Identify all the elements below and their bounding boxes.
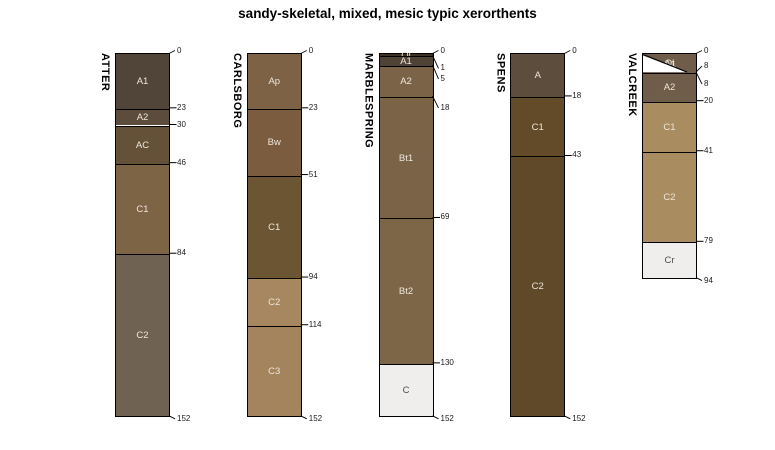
depth-tick-label: 20	[704, 95, 713, 105]
depth-tick-label: 114	[308, 319, 322, 329]
depth-tick-label: 152	[440, 413, 454, 423]
depth-tick-label: 94	[308, 272, 318, 282]
depth-tick-label: 46	[177, 157, 186, 167]
soil-horizon: C1	[116, 163, 169, 255]
depth-tick-label: 41	[704, 145, 713, 155]
depth-tick-label: 0	[440, 45, 445, 55]
soil-horizon: Bt2	[379, 218, 433, 364]
horizon-label: C1	[663, 121, 676, 133]
soil-horizon: A2	[643, 73, 696, 102]
depth-tick-label: 84	[177, 248, 186, 258]
horizon-label: C3	[268, 366, 281, 377]
horizon-label: C2	[663, 192, 676, 203]
depth-tick-label: 0	[572, 45, 577, 55]
horizon-label: C1	[268, 221, 281, 233]
horizon-label: Oi	[401, 49, 411, 61]
horizon-label: Ap	[268, 75, 281, 87]
soil-horizon: C2	[511, 156, 565, 417]
horizon-label: C	[402, 385, 410, 397]
depth-tick-label: 8	[704, 79, 709, 89]
soil-horizon: C	[379, 363, 433, 417]
horizon-label: A2	[136, 112, 149, 124]
horizon-label: AC	[135, 139, 150, 151]
profile-name-label: CARLSBORG	[230, 53, 243, 129]
soil-horizon: A2	[116, 108, 169, 126]
depth-tick-label: 18	[572, 90, 582, 100]
depth-tick-label: 79	[704, 236, 713, 246]
chart-title: sandy-skeletal, mixed, mesic typic xeror…	[238, 6, 537, 21]
soil-profile-column: Oi A1 A2 Bt1 Bt2 C	[378, 50, 434, 418]
profile-name-label: MARBLESPRING	[362, 53, 375, 149]
soil-horizon: C2	[247, 278, 301, 326]
horizon-label: A2	[400, 76, 412, 88]
profile-name-label: SPENS	[494, 53, 507, 93]
soil-horizon: Cr	[643, 242, 696, 279]
depth-tick-label: 94	[704, 275, 713, 285]
horizon-label: C2	[136, 330, 149, 342]
horizon-label: A1	[400, 56, 412, 68]
soil-profile-column: Ap Bw C1 C2 C3	[246, 53, 302, 418]
depth-tick-label: 23	[177, 102, 186, 112]
depth-tick-label: 8	[704, 61, 709, 71]
depth-tick-label: 152	[572, 413, 586, 423]
soil-profile-column: A1 A2 AC C1 C2	[115, 53, 170, 418]
soil-horizon: Ap	[247, 54, 301, 109]
depth-tick-label: 0	[704, 45, 709, 55]
depth-tick-label: 43	[572, 150, 582, 160]
soil-horizon: C2	[643, 151, 696, 243]
horizon-label: C1	[136, 203, 149, 215]
horizon-label: Cr	[664, 255, 675, 267]
soil-horizon: C3	[247, 325, 301, 417]
profile-name-label: ATTER	[99, 53, 111, 92]
depth-tick-label: 18	[440, 102, 450, 112]
soil-horizon: AC	[116, 125, 169, 164]
horizon-label: C2	[531, 281, 544, 293]
horizon-label: Bw	[267, 137, 281, 149]
horizon-label: A2	[663, 82, 676, 94]
profile-name-label: VALCREEK	[626, 53, 638, 117]
depth-tick-label: 30	[177, 119, 186, 129]
depth-tick-label: 0	[308, 45, 314, 55]
soil-profile-column: A C1 C2	[510, 53, 566, 418]
soil-horizon: C1	[247, 175, 301, 279]
depth-tick-label: 23	[308, 102, 318, 112]
soil-horizon: Bw	[247, 108, 301, 176]
horizon-label: C2	[268, 296, 281, 308]
depth-tick-label: 152	[177, 413, 191, 423]
soil-horizon: A1	[116, 54, 169, 109]
soil-horizon: C1	[511, 96, 565, 157]
soil-horizon: A1	[379, 56, 433, 68]
soil-horizon: C1	[643, 101, 696, 152]
depth-tick-label: 1	[440, 63, 445, 73]
depth-tick-label: 0	[177, 45, 182, 55]
depth-tick-label: 5	[440, 73, 445, 83]
horizon-label: C1	[531, 121, 544, 133]
soil-horizon: A2	[379, 65, 433, 97]
depth-tick-label: 152	[308, 413, 323, 423]
horizon-label: Bt1	[398, 152, 414, 164]
soil-horizon: Bt1	[379, 96, 433, 219]
horizon-label: A1	[664, 58, 677, 70]
soil-horizon: A	[511, 54, 565, 97]
horizon-label: Bt2	[398, 286, 414, 298]
depth-tick-label: 69	[440, 212, 450, 222]
horizon-label: A1	[136, 75, 149, 87]
soil-profile-column: Oi A2 C1 C2 Cr	[642, 53, 697, 280]
depth-tick-label: 51	[308, 169, 318, 179]
depth-tick-label: 130	[440, 357, 454, 367]
soil-horizon: C2	[116, 254, 169, 417]
soil-horizon: Oi	[379, 50, 433, 60]
horizon-label: A	[534, 69, 541, 81]
